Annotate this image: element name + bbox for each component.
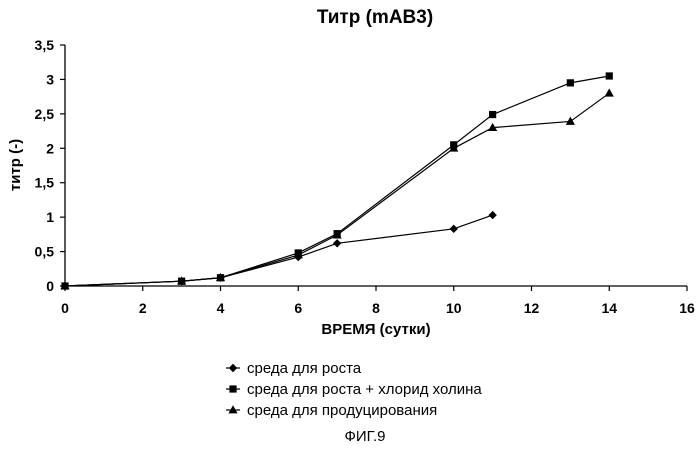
y-ticks: 0 0,5 1 1,5 2 2,5 3 3,5: [35, 37, 65, 294]
x-ticks: 0 2 4 6 8 10 12 14 16: [61, 286, 695, 316]
x-tick-label: 8: [372, 300, 380, 316]
x-tick-label: 2: [139, 300, 147, 316]
chart-title: Титр (mAB3): [317, 7, 433, 28]
data-point-3-9: [605, 88, 614, 96]
series-line-3: [65, 93, 609, 286]
x-tick-label: 4: [217, 300, 225, 316]
legend-marker-2: [229, 385, 236, 392]
y-tick-label: 2: [46, 140, 54, 156]
legend-marker-3: [228, 405, 237, 413]
legend-marker-1: [229, 364, 237, 372]
series-line-1: [65, 215, 493, 286]
y-tick-label: 0: [46, 278, 54, 294]
x-tick-label: 12: [524, 300, 540, 316]
x-tick-label: 0: [61, 300, 69, 316]
data-point-1-5: [333, 239, 341, 247]
series-lines: [65, 76, 609, 286]
data-point-2-8: [567, 79, 574, 86]
y-tick-label: 3: [46, 71, 54, 87]
data-point-2-9: [606, 72, 613, 79]
y-axis-label: титр (-): [7, 139, 24, 191]
data-point-1-7: [488, 211, 496, 219]
y-tick-label: 3,5: [35, 37, 55, 53]
legend-label-3: среда для продуцирования: [247, 402, 437, 419]
x-axis-label: ВРЕМЯ (сутки): [321, 321, 430, 338]
data-point-2-7: [489, 111, 496, 118]
y-tick-label: 2,5: [35, 106, 55, 122]
y-tick-label: 1,5: [35, 175, 55, 191]
plot-area: 0 0,5 1 1,5 2 2,5 3 3,5 0 2 4 6 8 10 12 14 16: [35, 37, 695, 316]
y-tick-label: 1: [46, 209, 54, 225]
figure-caption: ФИГ.9: [345, 428, 386, 445]
x-tick-label: 10: [446, 300, 462, 316]
legend-label-1: среда для роста: [247, 360, 362, 377]
data-point-1-6: [450, 225, 458, 233]
x-tick-label: 16: [679, 300, 695, 316]
series-line-2: [65, 76, 609, 286]
x-tick-label: 6: [294, 300, 302, 316]
y-tick-label: 0,5: [35, 244, 55, 260]
data-point-3-8: [566, 117, 575, 125]
legend-label-2: среда для роста + хлорид холина: [247, 381, 482, 398]
legend: среда для роста среда для роста + хлорид …: [226, 360, 482, 419]
series-markers: [60, 72, 613, 290]
x-tick-label: 14: [601, 300, 617, 316]
